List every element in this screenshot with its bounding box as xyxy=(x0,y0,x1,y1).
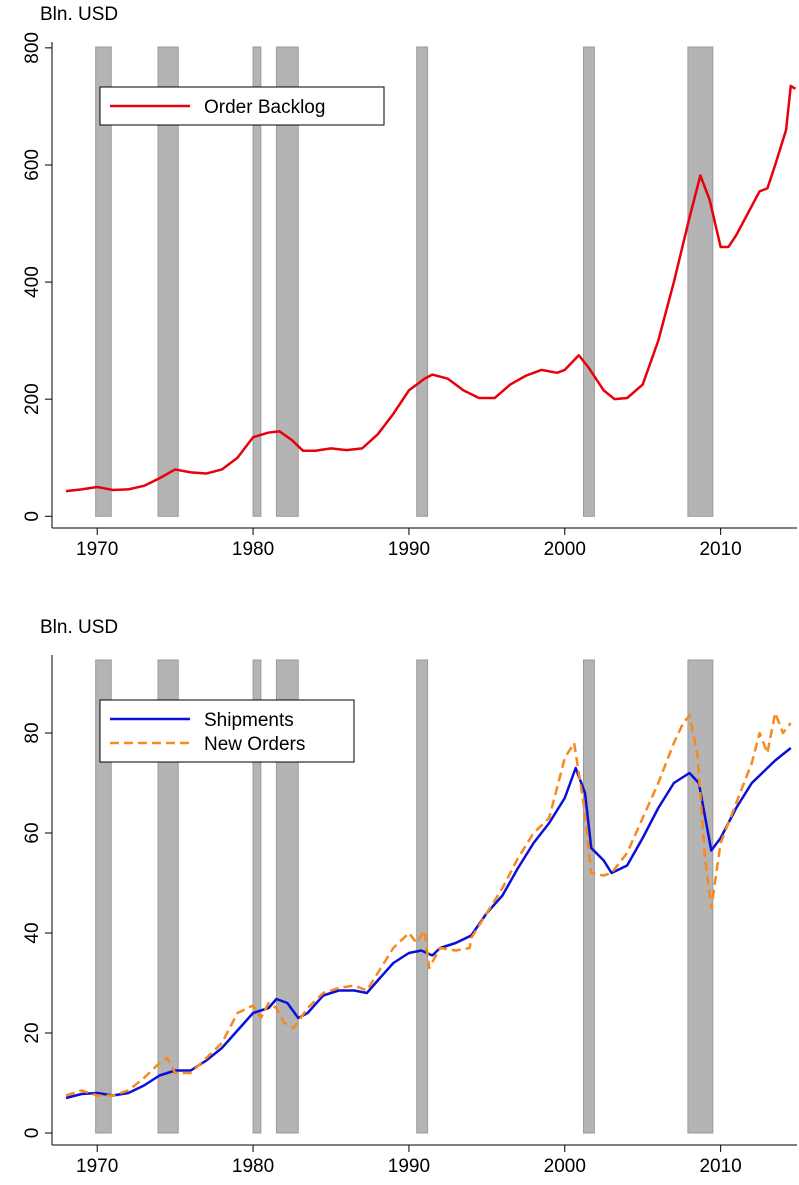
y-tick-label: 0 xyxy=(22,511,43,522)
recession-band xyxy=(582,46,595,517)
series-line xyxy=(65,84,797,493)
y-tick-label: 40 xyxy=(22,922,43,943)
x-tick-label: 2010 xyxy=(699,1156,741,1177)
series-line xyxy=(65,711,792,1097)
y-axis-label: Bln. USD xyxy=(40,4,118,25)
y-tick-label: 0 xyxy=(22,1128,43,1139)
y-tick-label: 20 xyxy=(22,1022,43,1043)
x-tick-label: 2010 xyxy=(699,539,741,560)
recession-band xyxy=(275,46,299,517)
y-tick-label: 60 xyxy=(22,822,43,843)
recession-band xyxy=(95,659,112,1134)
recession-band xyxy=(252,46,262,517)
y-tick-label: 200 xyxy=(22,383,43,415)
y-tick-label: 600 xyxy=(22,149,43,181)
x-tick-label: 2000 xyxy=(544,1156,586,1177)
y-axis-label: Bln. USD xyxy=(40,617,118,638)
y-tick-label: 400 xyxy=(22,266,43,298)
legend-label: Order Backlog xyxy=(204,97,325,118)
x-tick-label: 1980 xyxy=(232,1156,274,1177)
recession-band xyxy=(95,46,112,517)
recession-band xyxy=(416,46,429,517)
recession-band xyxy=(582,659,595,1134)
legend-label: Shipments xyxy=(204,710,294,731)
x-tick-label: 1990 xyxy=(388,539,430,560)
x-tick-label: 1980 xyxy=(232,539,274,560)
recession-band xyxy=(157,46,179,517)
recession-band xyxy=(252,659,262,1134)
recession-band xyxy=(416,659,429,1134)
legend-label: New Orders xyxy=(204,734,305,755)
x-tick-label: 1970 xyxy=(76,539,118,560)
y-tick-label: 800 xyxy=(22,32,43,64)
series-line xyxy=(65,747,792,1100)
x-tick-label: 1970 xyxy=(76,1156,118,1177)
x-tick-label: 2000 xyxy=(544,539,586,560)
legend-box xyxy=(99,699,355,763)
recession-band xyxy=(157,659,179,1134)
recession-band xyxy=(275,659,299,1134)
x-tick-label: 1990 xyxy=(388,1156,430,1177)
recession-band xyxy=(687,46,714,517)
y-tick-label: 80 xyxy=(22,722,43,743)
